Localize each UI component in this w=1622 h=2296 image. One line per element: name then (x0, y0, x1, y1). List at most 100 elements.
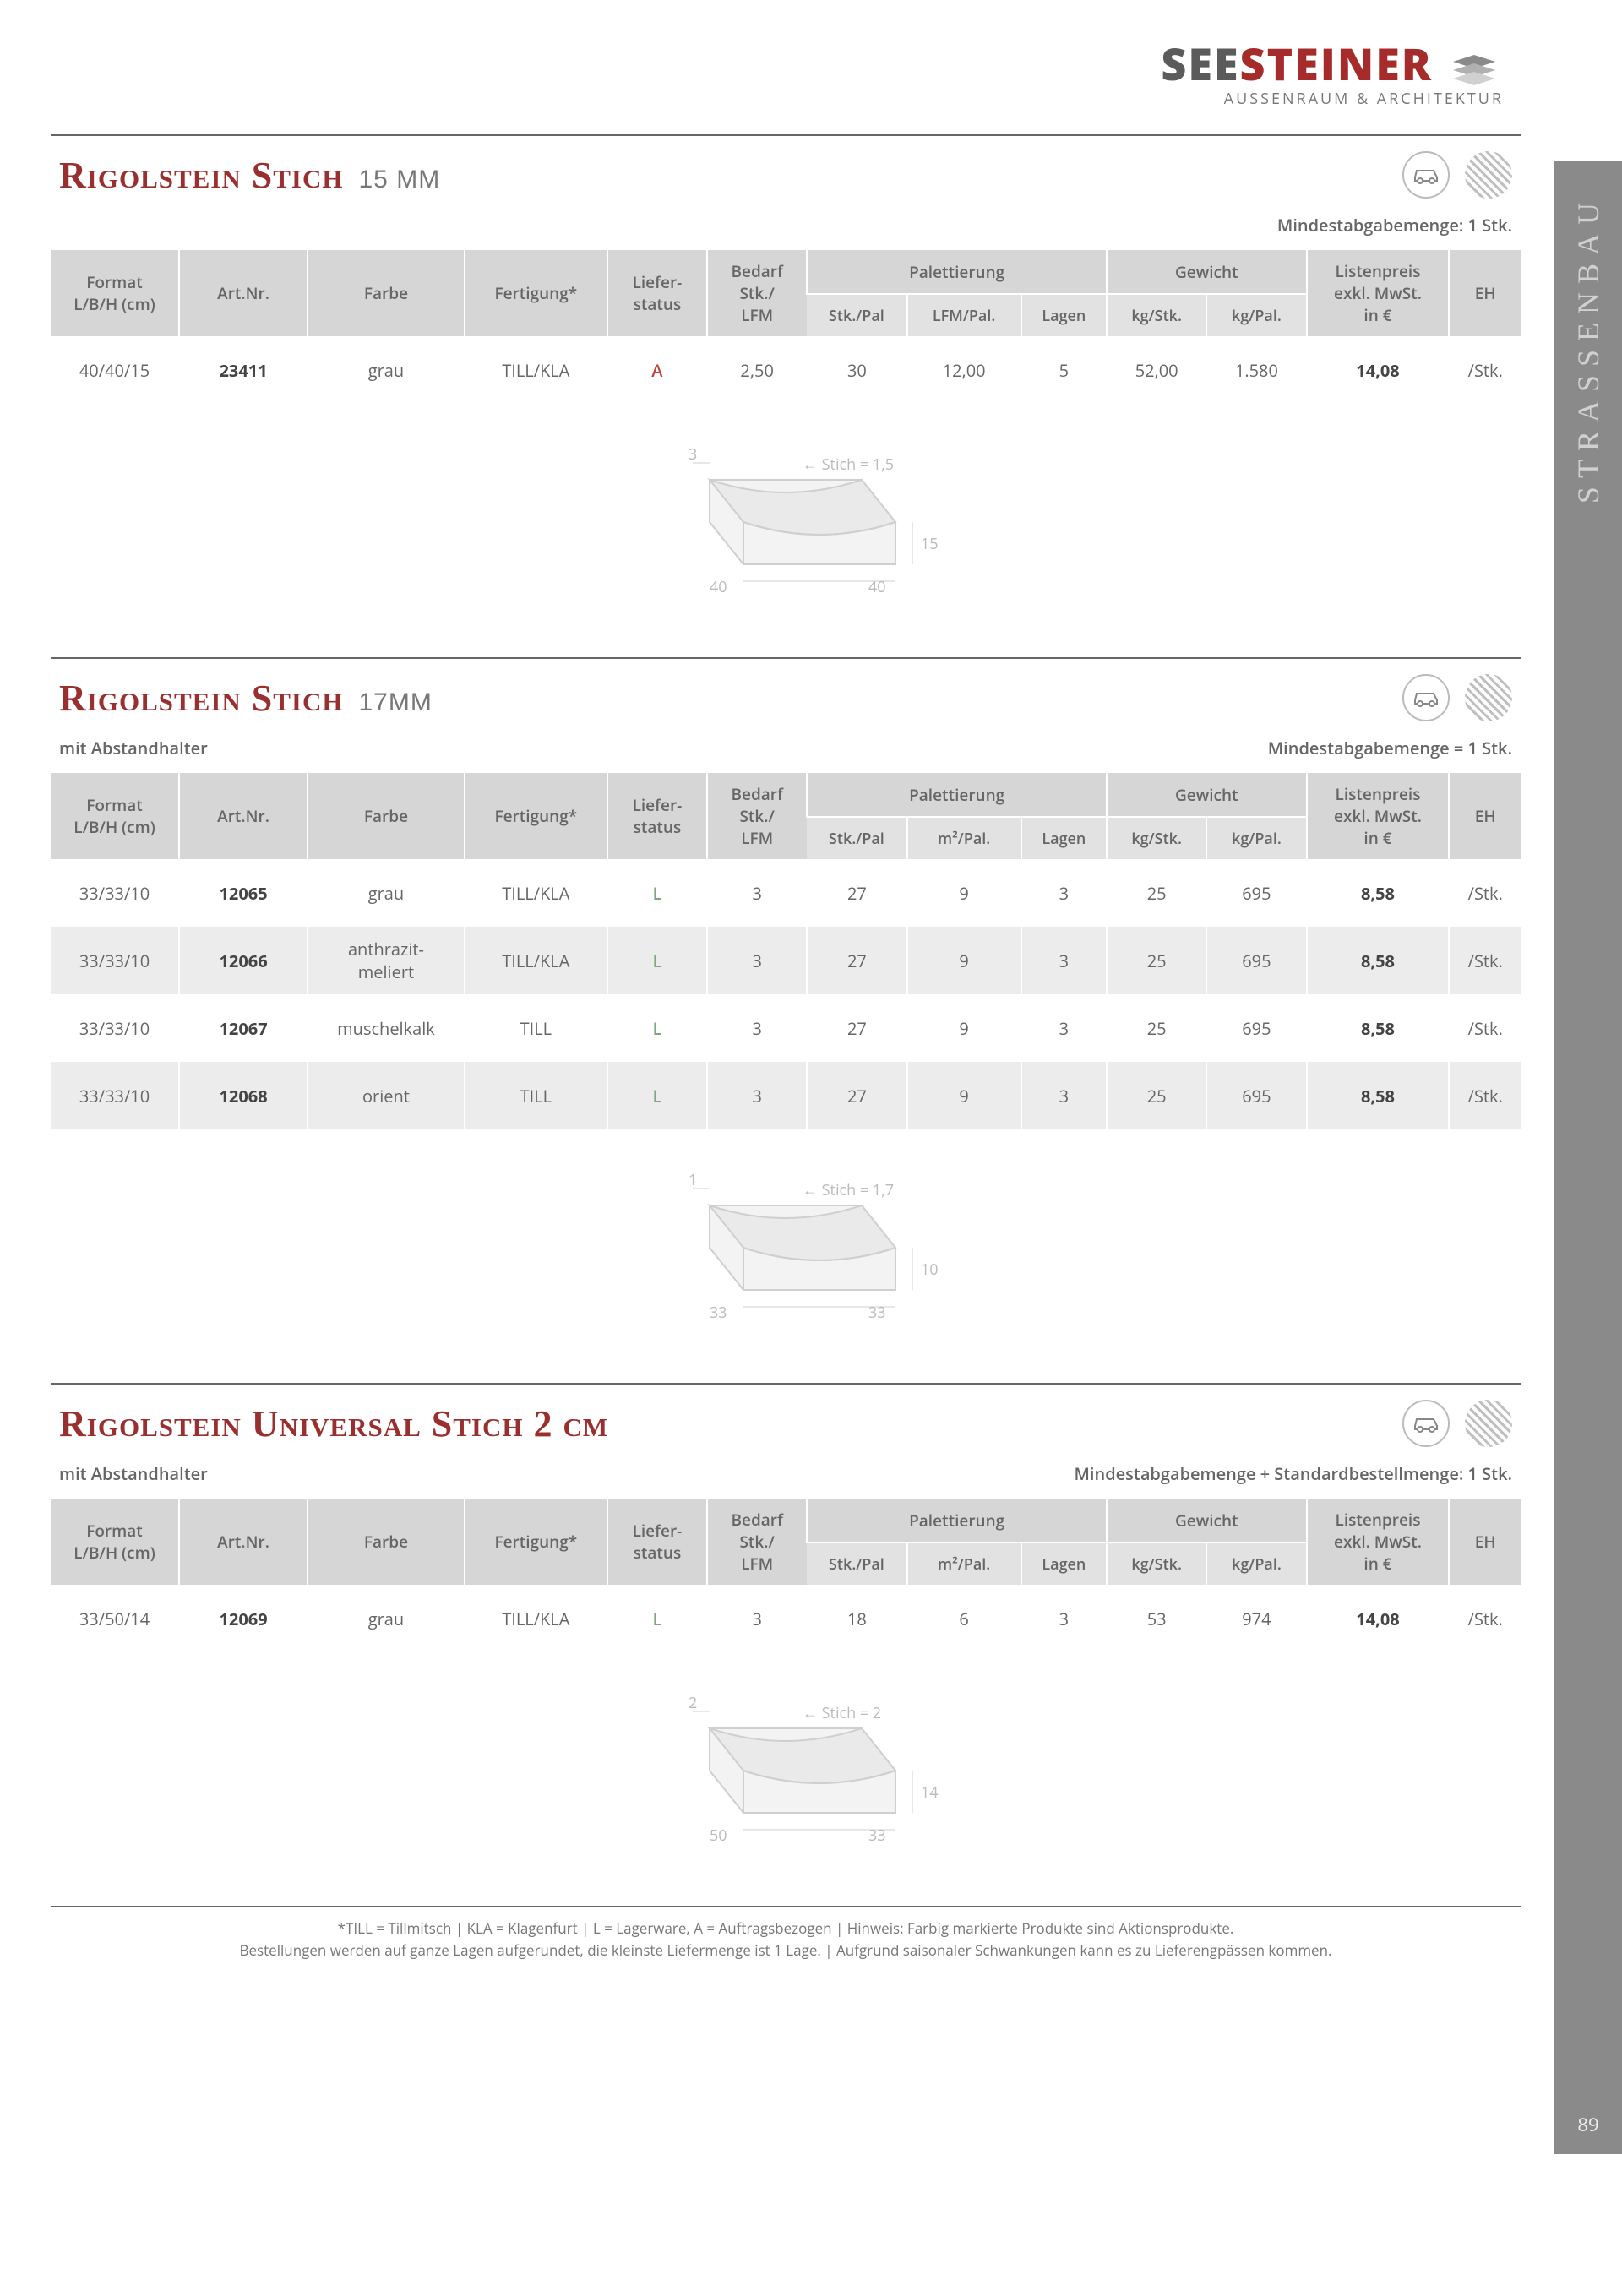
cell-preis: 8,58 (1307, 1062, 1450, 1129)
cell-kg-stk: 25 (1107, 1062, 1206, 1129)
section-note-left: mit Abstandhalter (59, 1462, 208, 1485)
th-g1: kg/Stk. (1107, 294, 1206, 336)
section-note-left: mit Abstandhalter (59, 737, 208, 759)
cell-lieferstatus: A (607, 336, 707, 404)
product-table: FormatL/B/H (cm) Art.Nr. Farbe Fertigung… (51, 771, 1521, 1129)
cell-bedarf: 3 (707, 859, 807, 927)
th-g1: kg/Stk. (1107, 1542, 1206, 1585)
brand-header: SEESTEINER AUSSENRAUM & ARCHITEKTUR (51, 34, 1521, 109)
dim-height: 10 (921, 1260, 939, 1280)
th-p3: Lagen (1021, 294, 1107, 336)
cell-format: 33/33/10 (51, 859, 179, 927)
section-note-right: Mindestabgabemenge: 1 Stk. (1277, 214, 1512, 237)
dim-height: 15 (921, 534, 939, 554)
cell-area-pal: 9 (907, 1062, 1021, 1129)
car-icon (1402, 1400, 1450, 1447)
th-preis: Listenpreisexkl. MwSt.in € (1307, 1498, 1450, 1585)
dim-top: 1 (689, 1170, 697, 1190)
cell-bedarf: 3 (707, 1585, 807, 1652)
th-format: FormatL/B/H (cm) (51, 772, 179, 859)
product-section: Rigolstein Stich 15 MM Mindestabgabemeng… (51, 134, 1521, 607)
cell-eh: /Stk. (1449, 1585, 1521, 1652)
cell-artnr: 12068 (179, 1062, 308, 1129)
th-g1: kg/Stk. (1107, 817, 1206, 859)
cell-fertigung: TILL/KLA (465, 336, 607, 404)
surface-icon (1465, 674, 1512, 721)
th-eh: EH (1449, 1498, 1521, 1585)
cell-eh: /Stk. (1449, 927, 1521, 994)
cell-lagen: 5 (1021, 336, 1107, 404)
product-section: Rigolstein Stich 17MM mit Abstandhalter … (51, 657, 1521, 1332)
th-art: Art.Nr. (179, 1498, 308, 1585)
th-fert: Fertigung* (465, 1498, 607, 1585)
cell-artnr: 12065 (179, 859, 308, 927)
th-fert: Fertigung* (465, 249, 607, 336)
cell-eh: /Stk. (1449, 994, 1521, 1062)
th-pal-group: Palettierung (807, 249, 1107, 294)
th-bedarf: BedarfStk./LFM (707, 772, 807, 859)
dim-stich: ← Stich = 1,7 (803, 1180, 894, 1200)
th-eh: EH (1449, 249, 1521, 336)
cell-format: 40/40/15 (51, 336, 179, 404)
cell-preis: 8,58 (1307, 927, 1450, 994)
cell-kg-stk: 25 (1107, 927, 1206, 994)
product-table: FormatL/B/H (cm) Art.Nr. Farbe Fertigung… (51, 1497, 1521, 1652)
cell-preis: 8,58 (1307, 994, 1450, 1062)
cell-lieferstatus: L (607, 1585, 707, 1652)
cell-fertigung: TILL (465, 1062, 607, 1129)
cell-kg-stk: 25 (1107, 859, 1206, 927)
product-diagram: 3 ← Stich = 1,5 15 40 40 (608, 429, 963, 598)
product-diagram: 2 ← Stich = 2 14 50 33 (608, 1678, 963, 1847)
th-g2: kg/Pal. (1206, 294, 1306, 336)
cell-lagen: 3 (1021, 1062, 1107, 1129)
section-title: Rigolstein Stich 15 MM (59, 154, 440, 197)
th-art: Art.Nr. (179, 772, 308, 859)
cell-preis: 8,58 (1307, 859, 1450, 927)
th-bedarf: BedarfStk./LFM (707, 249, 807, 336)
surface-icon (1465, 151, 1512, 199)
cell-kg-pal: 695 (1206, 927, 1306, 994)
th-eh: EH (1449, 772, 1521, 859)
th-gew-group: Gewicht (1107, 772, 1307, 817)
th-gew-group: Gewicht (1107, 249, 1307, 294)
section-title-sub: 17MM (359, 688, 433, 716)
th-p2: LFM/Pal. (907, 294, 1021, 336)
cell-format: 33/33/10 (51, 994, 179, 1062)
cell-bedarf: 2,50 (707, 336, 807, 404)
th-fert: Fertigung* (465, 772, 607, 859)
th-p2: m²/Pal. (907, 1542, 1021, 1585)
cell-farbe: orient (308, 1062, 465, 1129)
cell-kg-stk: 53 (1107, 1585, 1206, 1652)
th-p1: Stk./Pal (807, 817, 906, 859)
dim-side: 33 (868, 1825, 886, 1846)
table-row: 33/50/14 12069 grau TILL/KLA L 3 18 6 3 … (51, 1585, 1521, 1652)
cell-lagen: 3 (1021, 1585, 1107, 1652)
cell-lagen: 3 (1021, 927, 1107, 994)
footnote-line1: *TILL = Tillmitsch | KLA = Klagenfurt | … (51, 1918, 1521, 1940)
table-row: 40/40/15 23411 grau TILL/KLA A 2,50 30 1… (51, 336, 1521, 404)
dim-front: 40 (710, 577, 727, 597)
brand-part2: STEINER (1240, 34, 1433, 94)
cell-farbe: grau (308, 336, 465, 404)
th-preis: Listenpreisexkl. MwSt.in € (1307, 249, 1450, 336)
cell-area-pal: 12,00 (907, 336, 1021, 404)
car-icon (1402, 674, 1450, 721)
cell-format: 33/33/10 (51, 1062, 179, 1129)
cell-area-pal: 6 (907, 1585, 1021, 1652)
cell-farbe: muschelkalk (308, 994, 465, 1062)
surface-icon (1465, 1400, 1512, 1447)
cell-format: 33/50/14 (51, 1585, 179, 1652)
cell-preis: 14,08 (1307, 1585, 1450, 1652)
cell-fertigung: TILL (465, 994, 607, 1062)
cell-kg-pal: 1.580 (1206, 336, 1306, 404)
dim-top: 3 (689, 444, 697, 465)
side-category-tab: STRASSENBAU 89 (1554, 161, 1622, 2154)
dim-top: 2 (689, 1693, 697, 1713)
page-footnote: *TILL = Tillmitsch | KLA = Klagenfurt | … (51, 1906, 1521, 1961)
side-category-label: STRASSENBAU (1570, 194, 1606, 503)
cell-eh: /Stk. (1449, 859, 1521, 927)
dim-side: 33 (868, 1303, 886, 1323)
th-p3: Lagen (1021, 817, 1107, 859)
th-preis: Listenpreisexkl. MwSt.in € (1307, 772, 1450, 859)
car-icon (1402, 151, 1450, 199)
